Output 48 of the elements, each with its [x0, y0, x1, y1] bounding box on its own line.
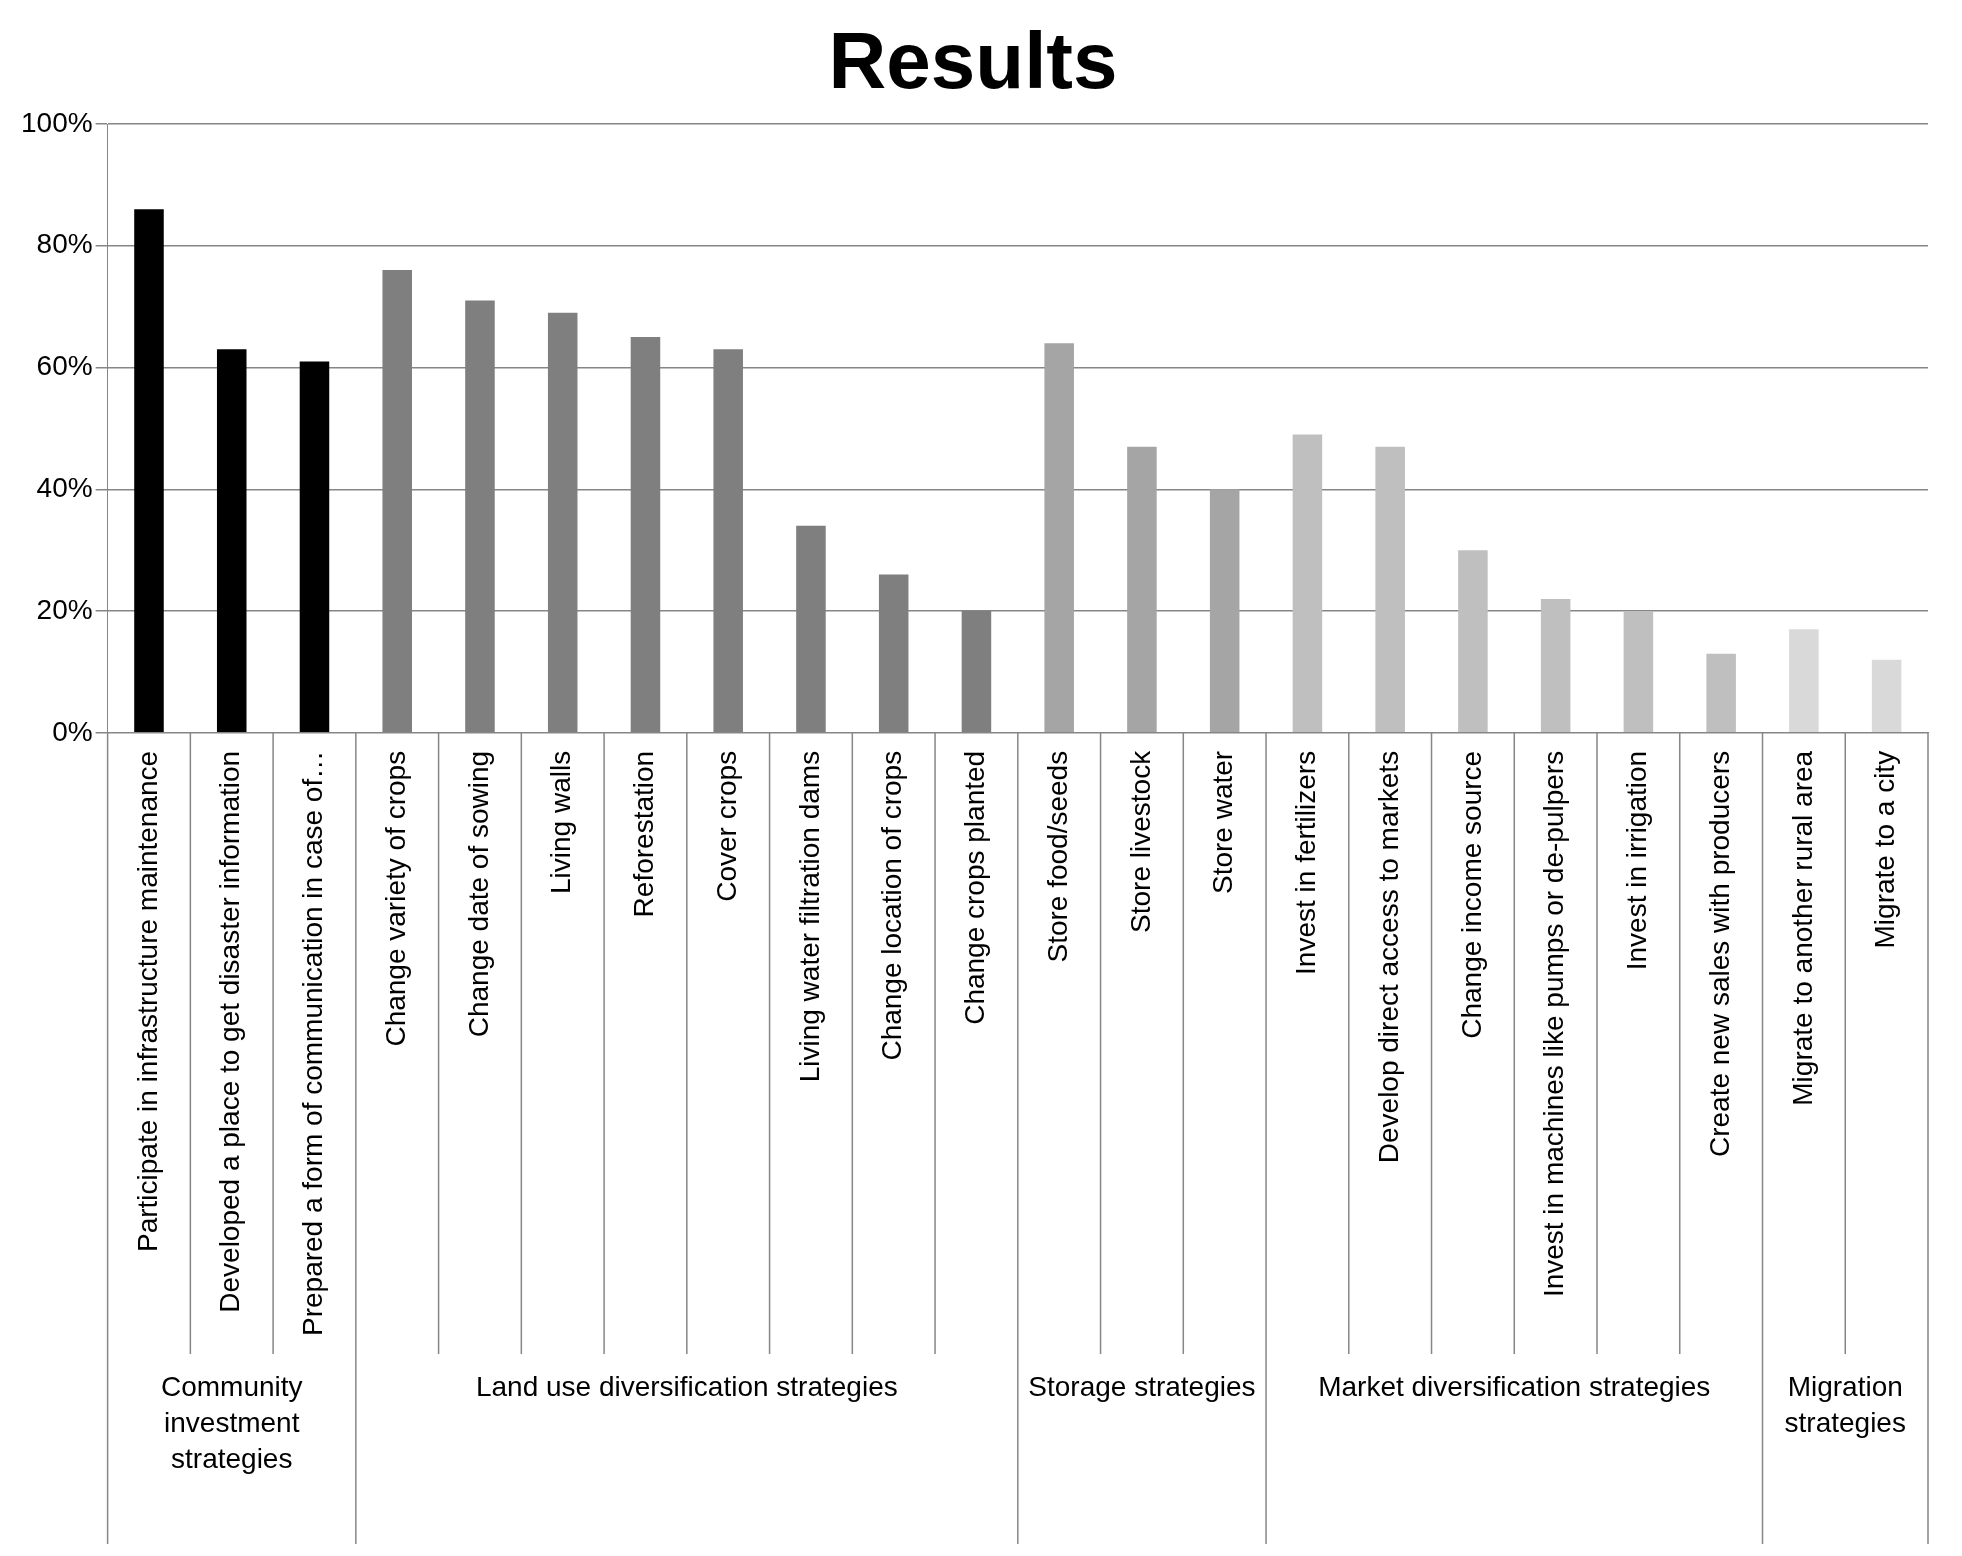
text: Storage strategies	[1028, 1370, 1256, 1402]
x-tick-label: Prepared a form of communication in case of…	[297, 750, 329, 1336]
y-tick-label: 60%	[36, 350, 93, 382]
x-tick-label: Reforestation	[628, 750, 660, 918]
text: Community investment strategies	[160, 1370, 303, 1474]
x-tick-label: Living walls	[545, 750, 577, 895]
x-tick-label: Change location of crops	[876, 750, 908, 1061]
x-tick-label: Change date of sowing	[462, 750, 494, 1038]
bar	[1127, 446, 1157, 733]
x-tick-label: Cover crops	[710, 750, 742, 902]
y-tick-label: 40%	[36, 472, 93, 504]
bar	[1458, 550, 1488, 733]
x-tick-label: Invest in machines like pumps or de-pulpers	[1538, 750, 1570, 1298]
x-tick-label: Participate in infrastructure maintenance	[131, 750, 163, 1252]
x-tick-label: Store water	[1207, 750, 1239, 895]
x-tick-label: Store livestock	[1124, 749, 1156, 933]
bar	[1044, 343, 1074, 733]
x-tick-label: Migrate to a city	[1869, 750, 1901, 949]
bar	[1623, 611, 1654, 733]
x-tick-label: Migrate to another rural area	[1786, 750, 1818, 1106]
bar	[216, 349, 247, 733]
y-tick-label: 20%	[36, 593, 93, 625]
bar	[1706, 653, 1736, 733]
bar	[1871, 659, 1902, 733]
x-tick-label: Change income source	[1455, 750, 1487, 1039]
y-tick-label: 80%	[36, 228, 93, 260]
bar	[134, 209, 164, 733]
bar	[1789, 629, 1819, 733]
x-tick-label: Change variety of crops	[379, 750, 411, 1047]
x-tick-label: Create new sales with producers	[1703, 750, 1735, 1158]
y-tick-label: 0%	[52, 715, 93, 747]
text: Market diversification strategies	[1318, 1370, 1711, 1402]
bar	[1209, 489, 1240, 733]
x-tick-label: Invest in fertilizers	[1290, 750, 1322, 975]
x-tick-label: Invest in irrigation	[1621, 750, 1653, 971]
bar	[1292, 434, 1323, 733]
x-tick-label: Develop direct access to markets	[1372, 750, 1404, 1164]
bar	[299, 361, 330, 733]
x-tick-label: Living water filtration dams	[793, 750, 825, 1083]
x-tick-label: Store food/seeds	[1041, 750, 1073, 963]
bar	[1375, 446, 1405, 733]
x-tick-label: Developed a place to get disaster information	[214, 750, 246, 1313]
text: Migration strategies	[1784, 1370, 1906, 1438]
text: Land use diversification strategies	[475, 1370, 898, 1402]
chart-title: Results	[828, 16, 1118, 106]
y-tick-label: 100%	[20, 106, 93, 138]
bar	[1540, 598, 1571, 733]
x-tick-label: Change crops planted	[959, 750, 991, 1025]
